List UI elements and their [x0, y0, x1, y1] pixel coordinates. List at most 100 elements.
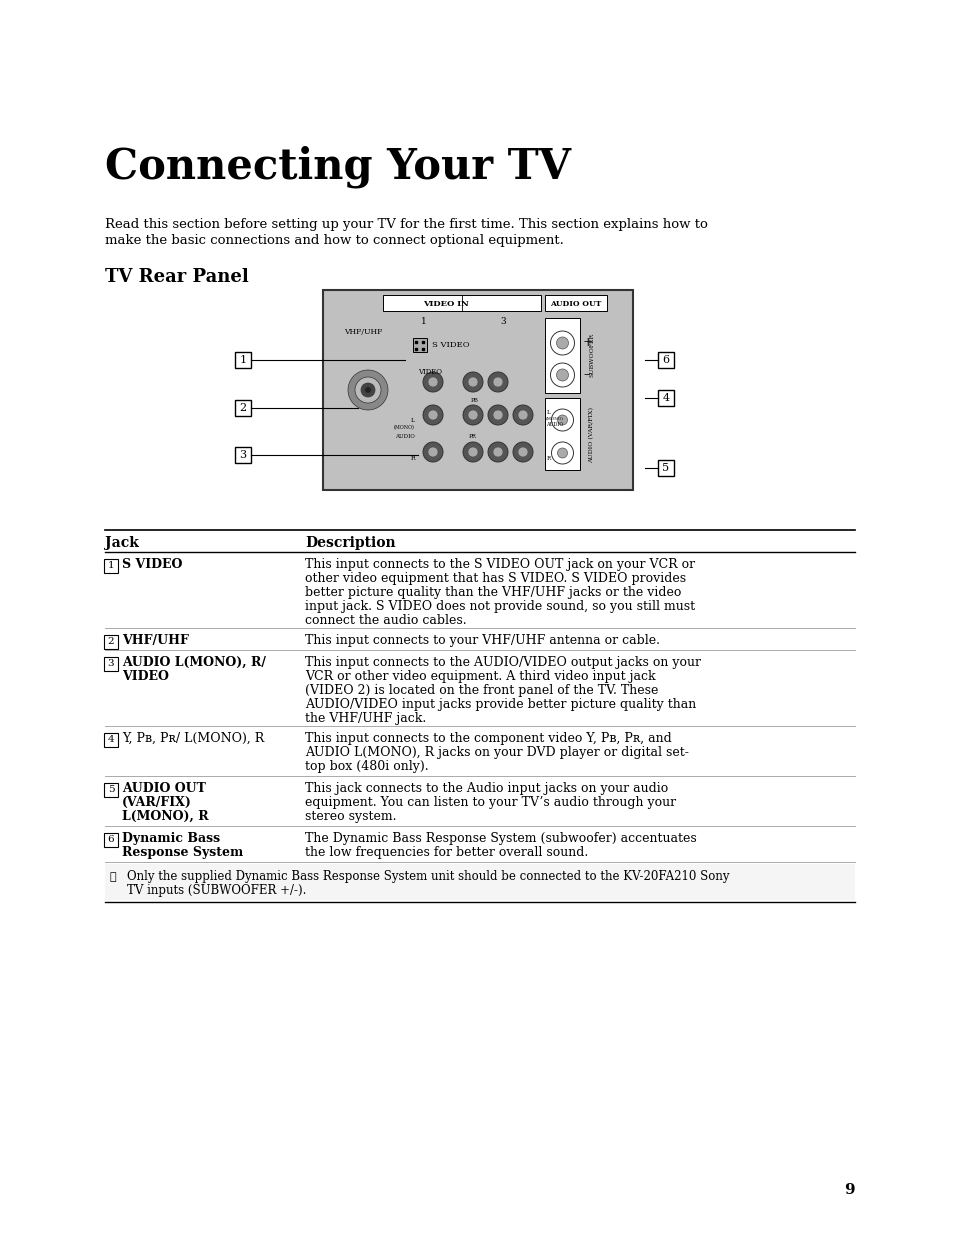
- Circle shape: [468, 377, 477, 387]
- Circle shape: [556, 369, 568, 382]
- Text: top box (480i only).: top box (480i only).: [305, 760, 428, 773]
- Text: 9: 9: [843, 1183, 854, 1197]
- Circle shape: [550, 331, 574, 354]
- Circle shape: [488, 405, 507, 425]
- Bar: [544, 295, 606, 311]
- Text: VIDEO: VIDEO: [122, 671, 169, 683]
- Text: AUDIO/VIDEO input jacks provide better picture quality than: AUDIO/VIDEO input jacks provide better p…: [305, 698, 696, 711]
- Text: This input connects to the component video Y, Pʙ, Pʀ, and: This input connects to the component vid…: [305, 732, 671, 745]
- Text: L: L: [411, 417, 415, 422]
- Text: S VIDEO: S VIDEO: [432, 341, 469, 350]
- Text: AUDIO (VAR/FIX): AUDIO (VAR/FIX): [589, 408, 594, 463]
- Text: Description: Description: [305, 536, 395, 550]
- Text: 3: 3: [239, 450, 246, 459]
- Circle shape: [428, 377, 437, 387]
- Text: L: L: [546, 410, 550, 415]
- Text: VHF/UHF: VHF/UHF: [122, 634, 189, 647]
- Text: AUDIO OUT: AUDIO OUT: [122, 782, 206, 795]
- Text: VCR or other video equipment. A third video input jack: VCR or other video equipment. A third vi…: [305, 671, 655, 683]
- Circle shape: [513, 405, 533, 425]
- Circle shape: [468, 447, 477, 457]
- Text: Only the supplied Dynamic Bass Response System unit should be connected to the K: Only the supplied Dynamic Bass Response …: [127, 869, 729, 883]
- Circle shape: [488, 442, 507, 462]
- Text: AUDIO OUT: AUDIO OUT: [550, 300, 601, 308]
- Bar: [658, 459, 673, 475]
- Circle shape: [468, 410, 477, 420]
- Text: PR: PR: [469, 435, 476, 440]
- Bar: [104, 783, 118, 797]
- Circle shape: [355, 377, 380, 403]
- Circle shape: [365, 387, 371, 393]
- Bar: [544, 398, 579, 471]
- Circle shape: [557, 415, 567, 425]
- Circle shape: [488, 372, 507, 391]
- Circle shape: [513, 442, 533, 462]
- Text: 2: 2: [239, 403, 246, 412]
- Circle shape: [551, 409, 573, 431]
- Circle shape: [360, 383, 375, 396]
- Text: –: –: [582, 368, 589, 382]
- Circle shape: [348, 370, 388, 410]
- Text: better picture quality than the VHF/UHF jacks or the video: better picture quality than the VHF/UHF …: [305, 585, 680, 599]
- Text: 5: 5: [661, 463, 669, 473]
- Bar: [104, 657, 118, 671]
- Text: connect the audio cables.: connect the audio cables.: [305, 614, 466, 627]
- Bar: [323, 290, 633, 490]
- Text: Connecting Your TV: Connecting Your TV: [105, 144, 570, 188]
- Bar: [234, 352, 251, 368]
- Text: make the basic connections and how to connect optional equipment.: make the basic connections and how to co…: [105, 233, 563, 247]
- Text: This jack connects to the Audio input jacks on your audio: This jack connects to the Audio input ja…: [305, 782, 667, 795]
- Text: R: R: [546, 456, 551, 461]
- Bar: [234, 400, 251, 416]
- Bar: [658, 390, 673, 406]
- Text: R: R: [410, 456, 415, 461]
- Text: Y, Pʙ, Pʀ/ L(MONO), R: Y, Pʙ, Pʀ/ L(MONO), R: [122, 732, 264, 745]
- Text: AUDIO: AUDIO: [395, 435, 415, 440]
- Circle shape: [517, 410, 527, 420]
- Circle shape: [493, 410, 502, 420]
- Text: equipment. You can listen to your TV’s audio through your: equipment. You can listen to your TV’s a…: [305, 797, 676, 809]
- Bar: [544, 317, 579, 393]
- Text: +: +: [582, 336, 593, 350]
- Bar: [104, 635, 118, 650]
- Text: 1: 1: [239, 354, 246, 366]
- Bar: [105, 864, 854, 900]
- Circle shape: [556, 337, 568, 350]
- Bar: [104, 559, 118, 573]
- Circle shape: [493, 377, 502, 387]
- Text: 3: 3: [108, 658, 114, 667]
- Text: 6: 6: [108, 835, 114, 844]
- Text: VIDEO: VIDEO: [417, 368, 441, 375]
- Text: AUDIO L(MONO), R/: AUDIO L(MONO), R/: [122, 656, 266, 669]
- Bar: [658, 352, 673, 368]
- Text: Response System: Response System: [122, 846, 243, 860]
- Text: 1: 1: [421, 316, 427, 326]
- Bar: [234, 447, 251, 463]
- Text: The Dynamic Bass Response System (subwoofer) accentuates: The Dynamic Bass Response System (subwoo…: [305, 832, 696, 845]
- Text: (MONO): (MONO): [394, 425, 415, 431]
- Text: input jack. S VIDEO does not provide sound, so you still must: input jack. S VIDEO does not provide sou…: [305, 600, 695, 613]
- Text: Dynamic Bass: Dynamic Bass: [122, 832, 220, 845]
- Circle shape: [462, 442, 482, 462]
- Bar: [104, 734, 118, 747]
- Text: PB: PB: [471, 398, 478, 403]
- Text: ✒: ✒: [110, 872, 116, 882]
- Text: This input connects to the AUDIO/VIDEO output jacks on your: This input connects to the AUDIO/VIDEO o…: [305, 656, 700, 669]
- Text: L(MONO), R: L(MONO), R: [122, 810, 209, 823]
- Text: TV inputs (SUBWOOFER +/-).: TV inputs (SUBWOOFER +/-).: [127, 884, 306, 897]
- Text: 1: 1: [108, 561, 114, 569]
- Text: other video equipment that has S VIDEO. S VIDEO provides: other video equipment that has S VIDEO. …: [305, 572, 685, 585]
- Circle shape: [428, 410, 437, 420]
- Text: VIDEO IN: VIDEO IN: [423, 300, 469, 308]
- Text: (VAR/FIX): (VAR/FIX): [122, 797, 192, 809]
- Circle shape: [422, 442, 442, 462]
- Circle shape: [493, 447, 502, 457]
- Circle shape: [462, 405, 482, 425]
- Text: AUDIO: AUDIO: [545, 422, 562, 427]
- Text: 4: 4: [108, 735, 114, 743]
- Circle shape: [462, 372, 482, 391]
- Bar: [104, 832, 118, 847]
- Bar: [382, 295, 540, 311]
- Circle shape: [517, 447, 527, 457]
- Text: (MONO): (MONO): [545, 416, 563, 420]
